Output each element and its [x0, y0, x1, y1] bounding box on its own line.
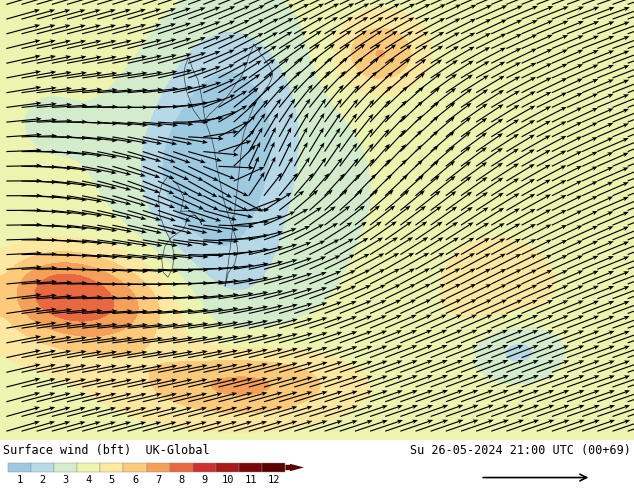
Text: Surface wind (bft)  UK-Global: Surface wind (bft) UK-Global [3, 444, 210, 457]
Bar [146, 463, 170, 472]
FancyArrow shape [285, 464, 304, 471]
Text: 9: 9 [202, 475, 207, 485]
Bar [239, 463, 262, 472]
Bar [31, 463, 54, 472]
Bar [124, 463, 146, 472]
Text: 6: 6 [132, 475, 138, 485]
Bar [193, 463, 216, 472]
Bar [216, 463, 239, 472]
Text: 7: 7 [155, 475, 161, 485]
Bar [262, 463, 285, 472]
Text: 8: 8 [178, 475, 184, 485]
Bar [8, 463, 31, 472]
Text: 1: 1 [16, 475, 22, 485]
Text: 11: 11 [245, 475, 257, 485]
Bar [170, 463, 193, 472]
Text: Su 26-05-2024 21:00 UTC (00+69): Su 26-05-2024 21:00 UTC (00+69) [410, 444, 631, 457]
Text: 3: 3 [63, 475, 68, 485]
Text: 5: 5 [109, 475, 115, 485]
Text: 10: 10 [221, 475, 234, 485]
Text: 2: 2 [39, 475, 46, 485]
Bar [100, 463, 124, 472]
Text: 4: 4 [86, 475, 92, 485]
Text: 12: 12 [268, 475, 280, 485]
Bar [77, 463, 100, 472]
Bar [54, 463, 77, 472]
